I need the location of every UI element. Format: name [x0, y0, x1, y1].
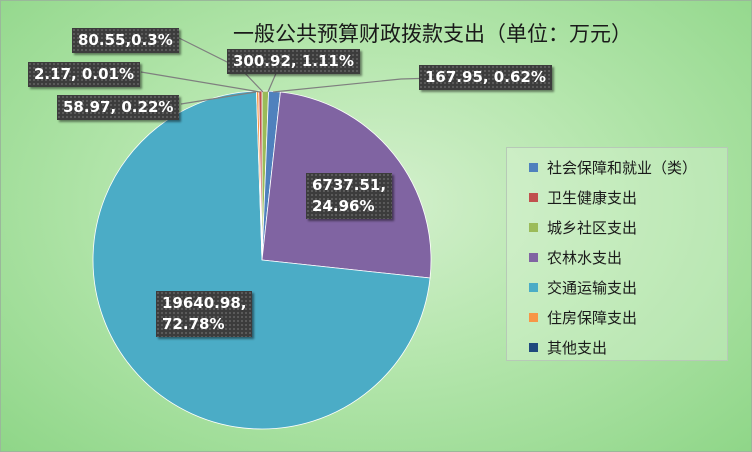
legend-swatch [529, 282, 538, 292]
data-label: 58.97, 0.22% [57, 95, 180, 120]
legend-swatch [529, 342, 538, 352]
legend-label: 其他支出 [547, 338, 608, 357]
leader-line [140, 71, 261, 93]
legend-label: 农林水支出 [547, 248, 623, 267]
data-label: 167.95, 0.62% [419, 65, 552, 90]
legend-swatch [529, 312, 538, 322]
legend-label: 社会保障和就业（类） [547, 158, 698, 177]
chart-legend: 社会保障和就业（类） 卫生健康支出 城乡社区支出 农林水支出交通运输支出 住房保障支出其… [506, 147, 728, 361]
legend-label: 交通运输支出 [547, 278, 638, 297]
data-label: 6737.51, 24.96% [306, 173, 393, 219]
legend-label: 城乡社区支出 [547, 218, 638, 237]
legend-item: 交通运输支出 [529, 272, 727, 302]
chart-title: 一般公共预算财政拨款支出（单位：万元） [233, 22, 632, 46]
legend-swatch [529, 162, 538, 172]
data-label: 19640.98, 72.78% [156, 291, 253, 337]
legend-swatch [529, 252, 538, 262]
data-label: 2.17, 0.01% [28, 62, 140, 87]
data-label: 300.92, 1.11% [227, 49, 360, 74]
legend-item: 农林水支出 [529, 242, 727, 272]
legend-item: 其他支出 [529, 332, 727, 362]
legend-item: 城乡社区支出 [529, 212, 727, 242]
legend-item: 住房保障支出 [529, 302, 727, 332]
legend-item: 社会保障和就业（类） [529, 152, 727, 182]
legend-label: 住房保障支出 [547, 308, 638, 327]
legend-item: 卫生健康支出 [529, 182, 727, 212]
leader-line [180, 91, 257, 105]
legend-label: 卫生健康支出 [547, 188, 638, 207]
legend-swatch [529, 192, 538, 202]
pie-slice [92, 90, 431, 430]
legend-swatch [529, 222, 538, 232]
data-label: 80.55,0.3% [72, 28, 179, 53]
